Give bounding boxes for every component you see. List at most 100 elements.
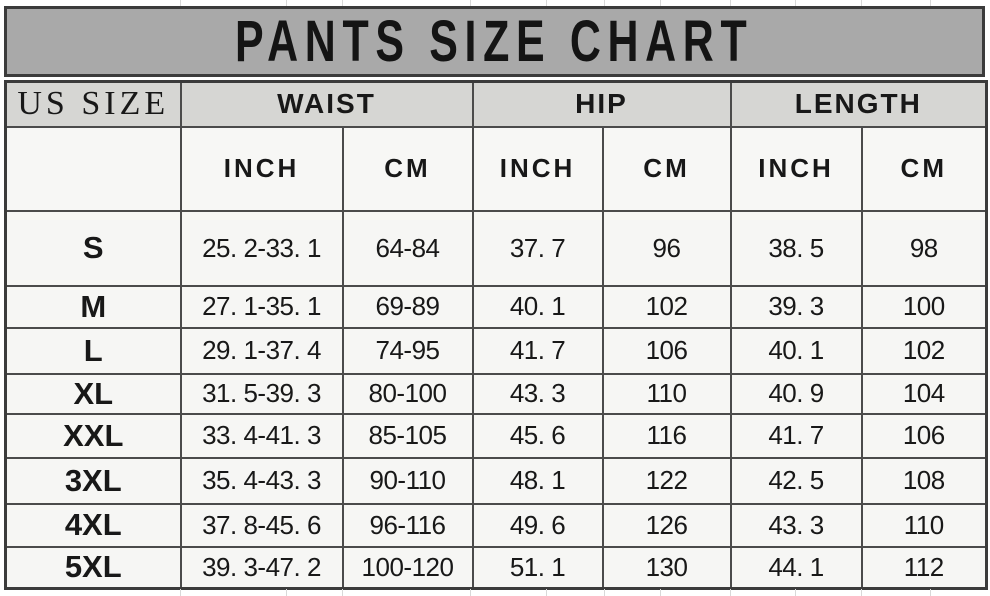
size-table: US SIZE WAIST HIP LENGTH INCH CM INCH CM… [4,80,989,590]
value-cell: 64-84 [341,209,474,287]
value-cell: 40. 9 [729,372,863,415]
value-cell: 45. 6 [471,412,604,459]
column-guide-tick [861,0,862,7]
column-guide-tick [286,589,287,596]
value-cell: 42. 5 [729,456,863,505]
value-cell: 96-116 [341,502,474,548]
column-guide-tick [730,589,731,596]
table-row-5xl: 5XL 39. 3-47. 2 100-120 51. 1 130 44. 1 … [4,545,988,590]
column-guide-tick [342,0,343,7]
column-guide-tick [546,589,547,596]
hip-cm-header: CM [601,125,732,212]
value-cell: 27. 1-35. 1 [179,284,344,329]
table-row-4xl: 4XL 37. 8-45. 6 96-116 49. 6 126 43. 3 1… [4,502,988,548]
group-header-row: US SIZE WAIST HIP LENGTH [4,80,988,128]
column-guide-tick [546,0,547,7]
waist-header: WAIST [179,80,474,128]
value-cell: 112 [860,545,988,590]
value-cell: 41. 7 [729,412,863,459]
column-guide-tick [470,589,471,596]
value-cell: 122 [601,456,732,505]
column-guide-tick [604,589,605,596]
value-cell: 104 [860,372,988,415]
value-cell: 106 [860,412,988,459]
value-cell: 126 [601,502,732,548]
size-cell: 4XL [4,502,182,548]
table-row-3xl: 3XL 35. 4-43. 3 90-110 48. 1 122 42. 5 1… [4,456,988,505]
length-cm-header: CM [860,125,988,212]
value-cell: 29. 1-37. 4 [179,326,344,375]
table-row-m: M 27. 1-35. 1 69-89 40. 1 102 39. 3 100 [4,284,988,329]
chart-title-banner: PANTS SIZE CHART [4,6,985,77]
value-cell: 39. 3-47. 2 [179,545,344,590]
value-cell: 85-105 [341,412,474,459]
size-cell: XXL [4,412,182,459]
value-cell: 100 [860,284,988,329]
length-header: LENGTH [729,80,988,128]
unit-header-row: INCH CM INCH CM INCH CM [4,125,988,212]
value-cell: 51. 1 [471,545,604,590]
column-guide-tick [342,589,343,596]
value-cell: 108 [860,456,988,505]
table-row-xl: XL 31. 5-39. 3 80-100 43. 3 110 40. 9 10… [4,372,988,415]
value-cell: 49. 6 [471,502,604,548]
value-cell: 110 [601,372,732,415]
value-cell: 102 [601,284,732,329]
value-cell: 35. 4-43. 3 [179,456,344,505]
column-guide-tick [930,589,931,596]
value-cell: 37. 8-45. 6 [179,502,344,548]
value-cell: 96 [601,209,732,287]
size-cell: 3XL [4,456,182,505]
value-cell: 74-95 [341,326,474,375]
column-guide-tick [604,0,605,7]
value-cell: 37. 7 [471,209,604,287]
waist-cm-header: CM [341,125,474,212]
value-cell: 90-110 [341,456,474,505]
column-guide-tick [180,589,181,596]
value-cell: 41. 7 [471,326,604,375]
size-cell: 5XL [4,545,182,590]
us-size-header: US SIZE [4,80,182,128]
value-cell: 116 [601,412,732,459]
value-cell: 98 [860,209,988,287]
waist-inch-header: INCH [179,125,344,212]
value-cell: 39. 3 [729,284,863,329]
table-row-l: L 29. 1-37. 4 74-95 41. 7 106 40. 1 102 [4,326,988,375]
column-guide-tick [795,0,796,7]
value-cell: 43. 3 [471,372,604,415]
value-cell: 80-100 [341,372,474,415]
value-cell: 38. 5 [729,209,863,287]
length-inch-header: INCH [729,125,863,212]
table-row-xxl: XXL 33. 4-41. 3 85-105 45. 6 116 41. 7 1… [4,412,988,459]
hip-inch-header: INCH [471,125,604,212]
column-guide-tick [470,0,471,7]
value-cell: 44. 1 [729,545,863,590]
column-guide-tick [660,589,661,596]
value-cell: 130 [601,545,732,590]
value-cell: 40. 1 [471,284,604,329]
value-cell: 48. 1 [471,456,604,505]
column-guide-tick [660,0,661,7]
empty-corner-cell [4,125,182,212]
column-guide-tick [930,0,931,7]
value-cell: 25. 2-33. 1 [179,209,344,287]
value-cell: 33. 4-41. 3 [179,412,344,459]
value-cell: 40. 1 [729,326,863,375]
size-cell: M [4,284,182,329]
value-cell: 106 [601,326,732,375]
table-row-s: S 25. 2-33. 1 64-84 37. 7 96 38. 5 98 [4,209,988,287]
value-cell: 100-120 [341,545,474,590]
size-cell: L [4,326,182,375]
value-cell: 102 [860,326,988,375]
size-cell: XL [4,372,182,415]
column-guide-tick [180,0,181,7]
hip-header: HIP [471,80,732,128]
page-title: PANTS SIZE CHART [235,9,754,74]
column-guide-tick [795,589,796,596]
value-cell: 69-89 [341,284,474,329]
column-guide-tick [286,0,287,7]
column-guide-tick [861,589,862,596]
value-cell: 31. 5-39. 3 [179,372,344,415]
value-cell: 110 [860,502,988,548]
